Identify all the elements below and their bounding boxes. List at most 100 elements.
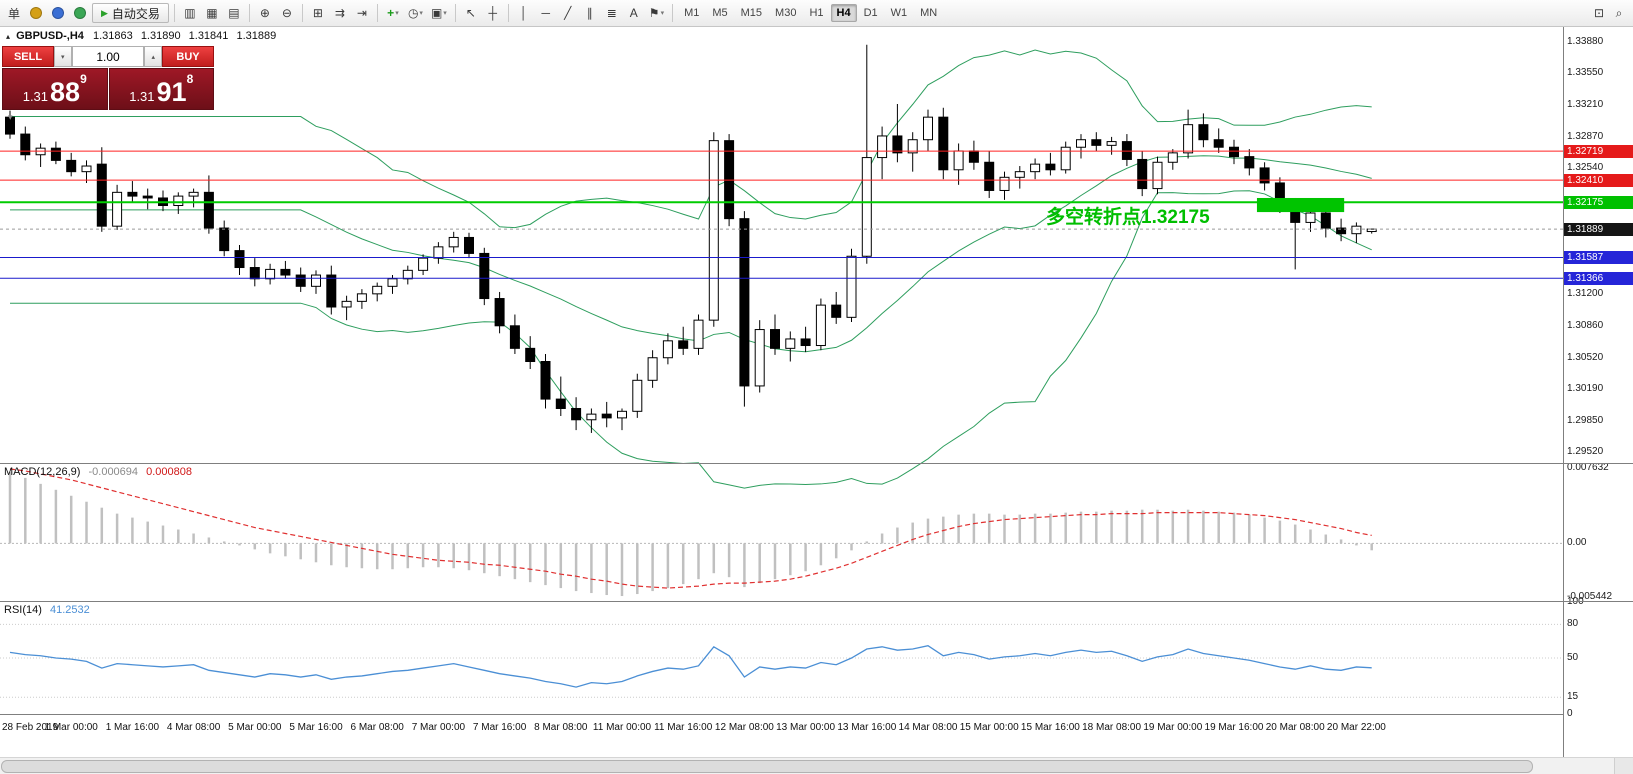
sell-button[interactable]: SELL (2, 46, 54, 67)
chart-symbol-icon: ▴ (6, 32, 11, 41)
time-label: 12 Mar 08:00 (714, 722, 774, 733)
time-label: 28 Feb 2019 (2, 722, 59, 733)
bar-chart-icon[interactable]: ▥ (180, 3, 200, 23)
price-tick: 1.30860 (1567, 319, 1604, 331)
main-toolbar: 单 ▶ 自动交易 ▥ ▦ ▤ ⊕ ⊖ ⊞ ⇉ ⇥ + ▾ ◷ ▾ ▣ ▾ ↖ ┼ │ ─ ╱ ∥ ≣ A ⚑ ▾ M1 M5 M1… (0, 0, 1633, 27)
zoom-out-icon[interactable]: ⊖ (277, 3, 297, 23)
zoom-in-icon[interactable]: ⊕ (255, 3, 275, 23)
timeframe-h1-button[interactable]: H1 (803, 4, 829, 22)
search-icon[interactable]: ⌕ (1609, 3, 1629, 23)
time-label: 1 Mar 00:00 (44, 722, 98, 733)
profile-icon[interactable] (48, 3, 68, 23)
scrollbar-thumb[interactable] (1, 760, 1533, 773)
rsi-tick: 15 (1567, 691, 1579, 703)
account-coin-icon[interactable] (26, 3, 46, 23)
indicators-add-icon[interactable]: + ▾ (383, 3, 403, 23)
time-label: 18 Mar 08:00 (1082, 722, 1142, 733)
chevron-down-icon: ▾ (443, 10, 447, 17)
play-icon: ▶ (101, 7, 108, 18)
templates-icon[interactable]: ▣ ▾ (428, 3, 450, 23)
time-axis[interactable]: 28 Feb 2019 1 Mar 00:00 1 Mar 16:00 4 Mar 0… (0, 714, 1563, 745)
autotrading-button[interactable]: ▶ 自动交易 (92, 3, 169, 23)
channel-icon[interactable]: ∥ (580, 3, 600, 23)
crosshair-icon[interactable]: ┼ (483, 3, 503, 23)
sell-price-prefix: 1.31 (22, 89, 49, 104)
fibonacci-icon[interactable]: ≣ (602, 3, 622, 23)
price-tick: 1.30190 (1567, 382, 1604, 394)
macd-name: MACD(12,26,9) (4, 466, 81, 478)
sell-price-button[interactable]: 1.31 88 9 (2, 68, 108, 110)
ohlc-close: 1.31889 (236, 30, 277, 42)
price-tag: 1.31889 (1564, 222, 1633, 236)
sell-price-pip: 9 (80, 72, 87, 86)
rsi-name: RSI(14) (4, 604, 42, 616)
toolbar-separator (301, 4, 303, 22)
time-label: 7 Mar 16:00 (472, 722, 527, 733)
volume-increase-button[interactable]: ▴ (144, 46, 162, 67)
price-tag: 1.31366 (1564, 271, 1633, 285)
timeframe-m30-button[interactable]: M30 (769, 4, 802, 22)
line-chart-icon[interactable]: ▤ (224, 3, 244, 23)
trendline-icon[interactable]: ╱ (558, 3, 578, 23)
price-tick: 1.32540 (1567, 161, 1604, 173)
volume-decrease-button[interactable]: ▾ (54, 46, 72, 67)
buy-price-pip: 8 (186, 72, 194, 86)
price-macd-splitter[interactable] (0, 463, 1633, 464)
price-tick: 1.33880 (1567, 35, 1604, 47)
tile-windows-icon[interactable]: ⊞ (308, 3, 328, 23)
new-window-icon[interactable]: ⊡ (1589, 3, 1609, 23)
timeframe-h4-button[interactable]: H4 (830, 4, 857, 22)
chart-annotation: 多空转折点1.32175 (1046, 207, 1210, 228)
buy-price-button[interactable]: 1.31 91 8 (108, 68, 214, 110)
chart-shift-icon[interactable]: ⇥ (352, 3, 372, 23)
time-label: 8 Mar 08:00 (534, 722, 588, 733)
buy-price-main: 91 (156, 77, 187, 108)
price-tick: 1.29850 (1567, 414, 1604, 426)
price-scale[interactable]: 1.33880 1.33550 1.33210 1.32870 1.32540 1.312… (1563, 26, 1633, 774)
trade-panel-collapse-arrow[interactable]: ▾ (8, 112, 13, 122)
community-icon[interactable] (70, 3, 90, 23)
time-label: 5 Mar 00:00 (228, 722, 282, 733)
timeframe-d1-button[interactable]: D1 (858, 4, 884, 22)
timeframe-mn-button[interactable]: MN (914, 4, 943, 22)
sell-price-main: 88 (50, 77, 81, 108)
volume-input[interactable] (71, 46, 145, 67)
time-label: 19 Mar 00:00 (1143, 722, 1203, 733)
macd-tick: 0.007632 (1567, 461, 1609, 473)
time-label: 7 Mar 00:00 (411, 722, 466, 733)
buy-button[interactable]: BUY (162, 46, 214, 67)
autotrading-label: 自动交易 (111, 6, 160, 21)
time-label: 15 Mar 00:00 (959, 722, 1019, 733)
timeframe-group: M1 M5 M15 M30 H1 H4 D1 W1 MN (678, 4, 943, 22)
time-label: 4 Mar 08:00 (166, 722, 221, 733)
text-tool-icon[interactable]: A (624, 3, 644, 23)
macd-tick: 0.00 (1567, 537, 1587, 549)
vertical-line-icon[interactable]: │ (514, 3, 534, 23)
scrollbar-corner[interactable] (1614, 758, 1633, 774)
toolbar-separator (507, 4, 509, 22)
periods-icon[interactable]: ◷ ▾ (405, 3, 426, 23)
auto-scroll-icon[interactable]: ⇉ (330, 3, 350, 23)
arrows-tool-icon[interactable]: ⚑ ▾ (646, 3, 667, 23)
timeframe-m15-button[interactable]: M15 (735, 4, 768, 22)
toolbar-separator (173, 4, 175, 22)
time-label: 11 Mar 16:00 (654, 722, 713, 733)
toolbar-separator (672, 4, 674, 22)
price-tick: 1.31200 (1567, 287, 1604, 299)
rsi-tick: 50 (1567, 652, 1579, 663)
macd-tick: -0.005442 (1567, 591, 1613, 603)
new-order-button[interactable]: 单 (4, 3, 24, 23)
macd-rsi-splitter[interactable] (0, 601, 1633, 602)
buy-price-prefix: 1.31 (129, 89, 155, 104)
rsi-indicator-label: RSI(14) 41.2532 (4, 604, 90, 616)
toolbar-separator (248, 4, 250, 22)
timeframe-w1-button[interactable]: W1 (885, 4, 914, 22)
cursor-icon[interactable]: ↖ (461, 3, 481, 23)
rsi-value: 41.2532 (49, 604, 90, 616)
chart-canvas[interactable] (0, 0, 1563, 774)
timeframe-m1-button[interactable]: M1 (678, 4, 705, 22)
time-label: 5 Mar 16:00 (289, 722, 343, 733)
timeframe-m5-button[interactable]: M5 (706, 4, 733, 22)
horizontal-line-icon[interactable]: ─ (536, 3, 556, 23)
candlestick-chart-icon[interactable]: ▦ (202, 3, 222, 23)
